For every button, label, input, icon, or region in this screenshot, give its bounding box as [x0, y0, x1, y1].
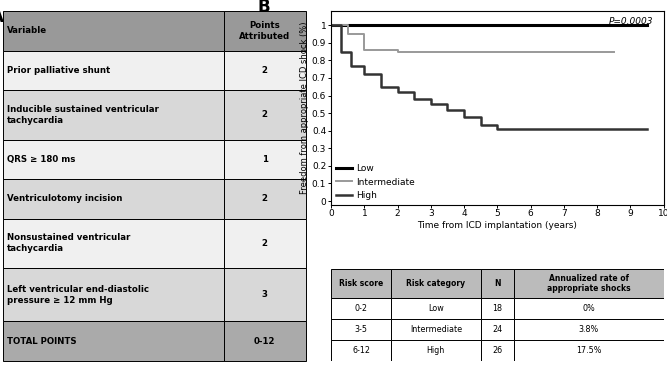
Bar — [331, 298, 391, 319]
Bar — [391, 319, 481, 340]
Bar — [391, 340, 481, 361]
Text: A: A — [0, 8, 4, 26]
Bar — [224, 140, 305, 179]
Bar — [224, 179, 305, 219]
Text: 0%: 0% — [582, 304, 595, 313]
Bar — [3, 321, 224, 361]
Text: 17.5%: 17.5% — [576, 346, 602, 355]
Bar — [481, 269, 514, 298]
Text: Risk score: Risk score — [339, 279, 383, 288]
Text: Annualized rate of
appropriate shocks: Annualized rate of appropriate shocks — [547, 274, 630, 293]
Bar — [3, 179, 224, 219]
Text: TOTAL POINTS: TOTAL POINTS — [7, 337, 77, 346]
Text: QRS ≥ 180 ms: QRS ≥ 180 ms — [7, 155, 75, 164]
Text: Risk category: Risk category — [406, 279, 466, 288]
Bar — [514, 319, 664, 340]
Text: 18: 18 — [492, 304, 502, 313]
Text: B: B — [258, 0, 271, 16]
Text: Variable: Variable — [7, 26, 47, 35]
Text: 0-12: 0-12 — [254, 337, 275, 346]
Bar — [514, 269, 664, 298]
Text: 2: 2 — [262, 194, 268, 203]
Text: 3: 3 — [262, 291, 268, 299]
Text: Left ventricular end-diastolic
pressure ≥ 12 mm Hg: Left ventricular end-diastolic pressure … — [7, 285, 149, 305]
Bar — [481, 298, 514, 319]
Bar — [224, 11, 305, 51]
Bar — [224, 268, 305, 321]
Bar — [3, 90, 224, 140]
Text: Low: Low — [428, 304, 444, 313]
Text: 3.8%: 3.8% — [579, 325, 599, 334]
Bar — [331, 340, 391, 361]
Text: 2: 2 — [262, 110, 268, 119]
Text: High: High — [427, 346, 445, 355]
Y-axis label: Freedom from appropriate ICD shock (%): Freedom from appropriate ICD shock (%) — [300, 22, 309, 194]
Text: 0-2: 0-2 — [355, 304, 368, 313]
Text: 3-5: 3-5 — [355, 325, 368, 334]
Legend: Low, Intermediate, High: Low, Intermediate, High — [336, 164, 415, 200]
Bar — [224, 90, 305, 140]
Bar — [391, 269, 481, 298]
Bar — [224, 321, 305, 361]
Bar — [331, 269, 391, 298]
Text: 26: 26 — [492, 346, 502, 355]
Bar — [3, 268, 224, 321]
Bar — [3, 11, 224, 51]
Bar — [481, 340, 514, 361]
Bar — [514, 340, 664, 361]
Text: Inducible sustained ventricular
tachycardia: Inducible sustained ventricular tachycar… — [7, 105, 159, 125]
Text: 1: 1 — [262, 155, 268, 164]
X-axis label: Time from ICD implantation (years): Time from ICD implantation (years) — [418, 221, 578, 230]
Text: Intermediate: Intermediate — [410, 325, 462, 334]
Text: Prior palliative shunt: Prior palliative shunt — [7, 66, 110, 75]
Bar — [3, 140, 224, 179]
Text: 2: 2 — [262, 239, 268, 248]
Text: 6-12: 6-12 — [352, 346, 370, 355]
Bar — [3, 51, 224, 90]
Text: Points
Attributed: Points Attributed — [239, 21, 290, 41]
Bar — [514, 298, 664, 319]
Text: P=0.0003: P=0.0003 — [609, 17, 654, 26]
Text: Nonsustained ventricular
tachycardia: Nonsustained ventricular tachycardia — [7, 233, 130, 253]
Text: Ventriculotomy incision: Ventriculotomy incision — [7, 194, 122, 203]
Text: 2: 2 — [262, 66, 268, 75]
Text: N: N — [494, 279, 501, 288]
Bar — [224, 219, 305, 268]
Text: 24: 24 — [492, 325, 502, 334]
Bar — [481, 319, 514, 340]
Bar — [331, 319, 391, 340]
Bar — [3, 219, 224, 268]
Bar — [391, 298, 481, 319]
Bar — [224, 51, 305, 90]
